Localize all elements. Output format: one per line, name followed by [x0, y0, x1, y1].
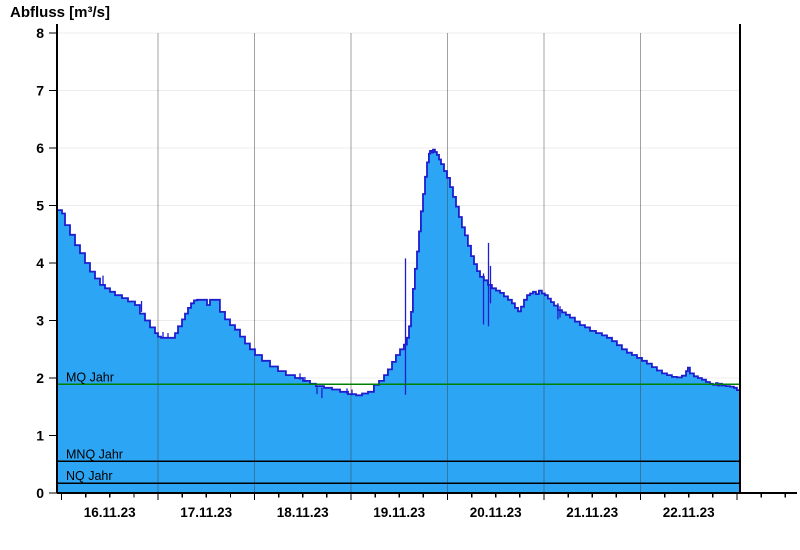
x-date-label: 19.11.23	[373, 505, 425, 520]
x-date-label: 17.11.23	[180, 505, 232, 520]
x-date-label: 20.11.23	[470, 505, 522, 520]
reference-label-mnq-jahr: MNQ Jahr	[66, 447, 123, 461]
y-tick-label: 8	[36, 25, 44, 41]
y-tick-label: 4	[36, 255, 44, 271]
x-date-label: 21.11.23	[566, 505, 618, 520]
discharge-curve	[57, 148, 741, 397]
x-date-label: 18.11.23	[277, 505, 329, 520]
x-date-label: 22.11.23	[663, 505, 715, 520]
y-tick-label: 5	[36, 198, 44, 214]
area-fill	[57, 149, 740, 493]
y-tick-label: 6	[36, 140, 44, 156]
y-tick-label: 1	[36, 428, 44, 444]
y-tick-label: 2	[36, 370, 44, 386]
reference-label-nq-jahr: NQ Jahr	[66, 469, 113, 483]
y-tick-label: 3	[36, 313, 44, 329]
reference-label-mq-jahr: MQ Jahr	[66, 370, 114, 384]
y-tick-label: 0	[36, 485, 44, 501]
y-tick-label: 7	[36, 83, 44, 99]
chart-title: Abfluss [m³/s]	[10, 4, 111, 21]
x-date-label: 16.11.23	[84, 505, 136, 520]
